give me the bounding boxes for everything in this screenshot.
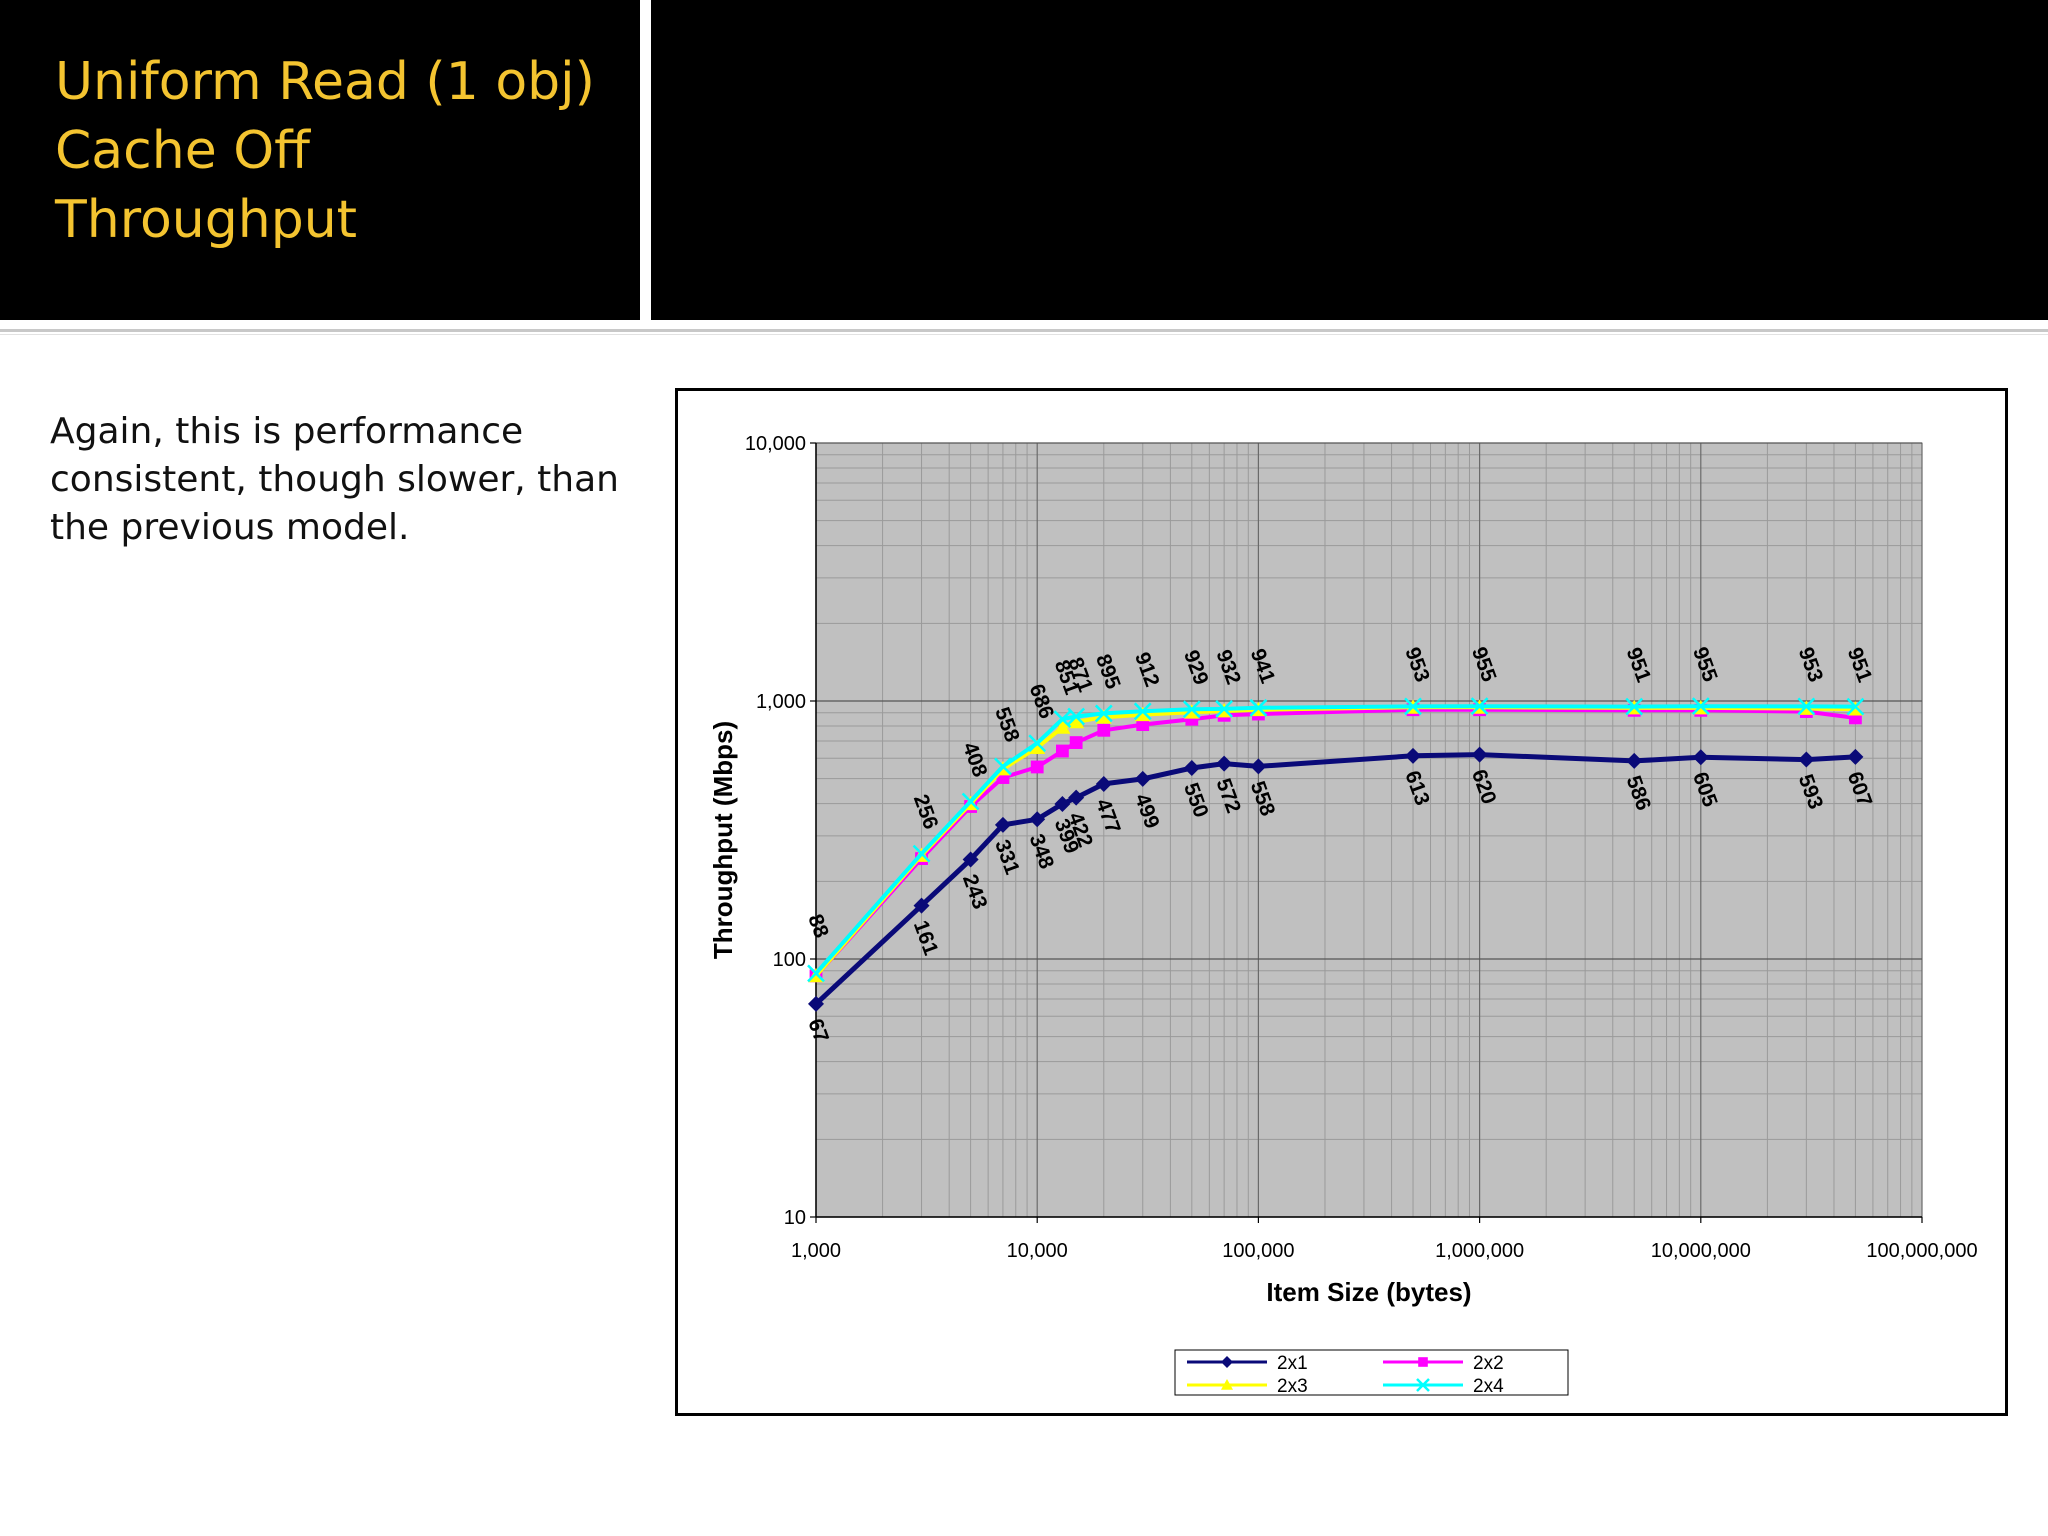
y-tick-label: 100: [773, 949, 806, 971]
data-point-2x1: [1626, 752, 1643, 769]
data-point-2x4: [1691, 697, 1710, 716]
body-line: consistent, though slower, than: [50, 459, 619, 500]
header-divider-thin: [0, 334, 2048, 335]
slide-title-line-3: Throughput: [55, 190, 358, 250]
legend-label-2x4: 2x4: [1473, 1376, 1504, 1397]
x-tick-label: 1,000: [791, 1240, 841, 1262]
data-point-2x1: [1250, 758, 1267, 775]
legend-label-2x2: 2x2: [1473, 1353, 1504, 1374]
x-axis-title: Item Size (bytes): [1266, 1277, 1471, 1307]
data-point-2x2: [1069, 736, 1083, 749]
data-point-2x1: [1054, 795, 1071, 812]
data-point-2x4: [912, 844, 931, 863]
legend-marker-2x3: [1221, 1379, 1233, 1390]
y-tick-label: 10,000: [745, 433, 806, 455]
data-point-2x1: [808, 995, 824, 1012]
data-point-2x1: [1216, 755, 1233, 772]
x-tick-label: 100,000,000: [1866, 1240, 1977, 1262]
data-point-2x2: [1056, 744, 1069, 758]
data-point-2x4: [1182, 700, 1201, 719]
x-tick-label: 10,000: [1007, 1240, 1068, 1262]
data-point-2x4: [961, 792, 980, 811]
data-point-2x3: [1029, 739, 1046, 754]
slide-title-line-2: Cache Off: [55, 121, 310, 181]
legend-marker-2x4: [1416, 1378, 1430, 1392]
legend-label-2x1: 2x1: [1277, 1353, 1308, 1374]
data-point-2x1: [1405, 747, 1422, 764]
header-divider: [0, 329, 2048, 332]
data-point-2x4: [807, 964, 825, 983]
data-point-2x1: [1692, 749, 1709, 766]
legend-marker-2x2: [1418, 1357, 1428, 1367]
data-point-2x4: [1094, 704, 1113, 723]
legend-label-2x3: 2x3: [1277, 1376, 1308, 1397]
plot-area: [815, 442, 1923, 1218]
x-tick-label: 10,000,000: [1651, 1240, 1751, 1262]
header-banner: [651, 0, 2048, 320]
data-point-2x3: [1068, 713, 1085, 729]
data-point-2x1: [1068, 789, 1085, 806]
data-point-2x4: [1249, 698, 1268, 717]
data-point-2x1: [994, 816, 1011, 833]
data-point-2x4: [1215, 700, 1234, 718]
slide-title-line-1: Uniform Read (1 obj): [55, 52, 595, 112]
body-line: the previous model.: [50, 507, 410, 548]
data-point-2x2: [1136, 718, 1150, 732]
title-box: Uniform Read (1 obj) Cache Off Throughpu…: [0, 0, 640, 320]
data-point-2x1: [1471, 746, 1488, 763]
data-point-2x1: [913, 897, 930, 914]
data-point-2x3: [1095, 709, 1112, 724]
y-axis-title: Throughput (Mbps): [708, 721, 738, 959]
data-point-2x1: [1095, 775, 1112, 792]
data-point-2x4: [1797, 697, 1816, 716]
series-line-2x1: [814, 752, 1856, 1006]
y-tick-label: 10: [784, 1207, 806, 1229]
data-point-2x1: [1029, 811, 1046, 828]
throughput-chart: 10 100 1,000 10,000 1,000 10,000 100,000 1,000,…: [708, 433, 1978, 1397]
data-point-2x4: [1028, 734, 1047, 753]
y-tick-label: 1,000: [756, 691, 806, 713]
data-point-2x1: [1134, 770, 1151, 787]
legend-marker-2x1: [1221, 1356, 1233, 1368]
x-tick-label: 100,000: [1222, 1240, 1294, 1262]
data-point-2x2: [1097, 723, 1111, 737]
body-text: Again, this is performance consistent, t…: [50, 408, 619, 552]
data-point-2x4: [1846, 697, 1865, 716]
data-point-2x1: [962, 851, 979, 868]
legend-box: [1174, 1349, 1569, 1396]
data-point-2x4: [994, 757, 1012, 776]
data-point-2x4: [1133, 702, 1152, 721]
data-point-2x4: [1470, 697, 1489, 716]
data-point-2x1: [1798, 751, 1815, 768]
x-tick-label: 1,000,000: [1435, 1240, 1524, 1262]
data-point-2x3: [1054, 719, 1071, 734]
data-point-2x4: [1404, 697, 1422, 716]
data-point-2x4: [1625, 697, 1644, 716]
data-point-2x3: [1134, 706, 1151, 722]
data-point-2x4: [1053, 710, 1072, 728]
body-line: Again, this is performance: [50, 411, 524, 452]
data-point-2x1: [1847, 748, 1864, 765]
data-point-2x4: [1067, 707, 1086, 726]
data-point-2x2: [1030, 760, 1044, 774]
